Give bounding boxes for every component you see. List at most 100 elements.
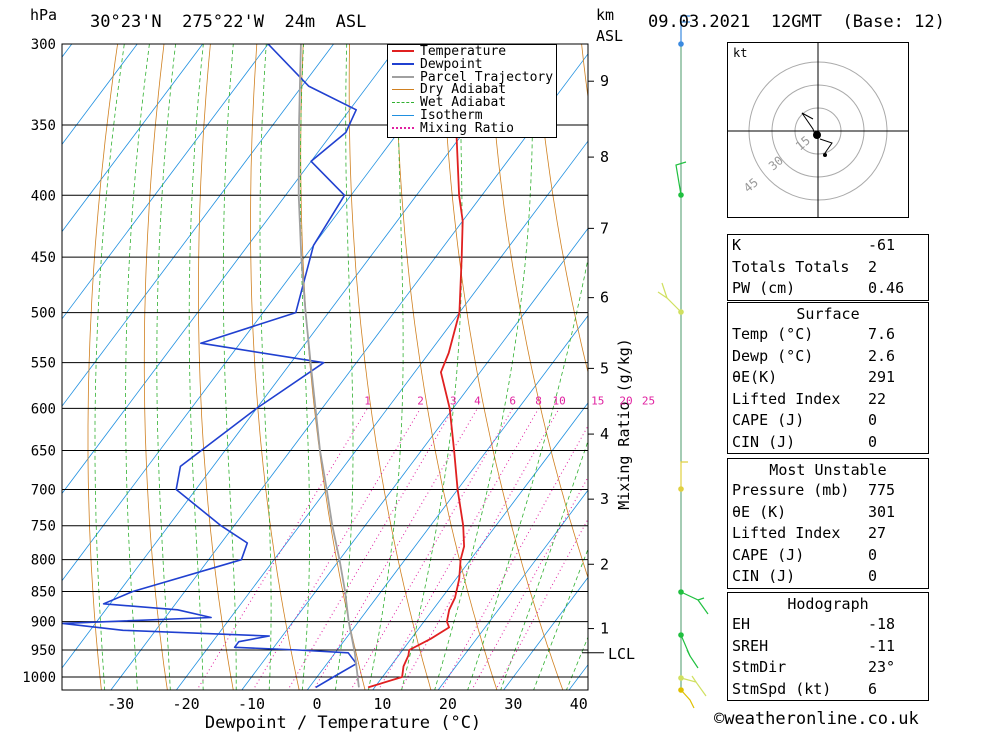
isotherm-line — [62, 44, 269, 320]
pressure-tick-label: 650 — [31, 444, 56, 460]
section-title: Hodograph — [787, 595, 869, 613]
table-row: StmDir 23° — [728, 657, 928, 679]
mixing-ratio-label: 1 — [364, 394, 371, 407]
isotherm-line — [372, 402, 588, 690]
mixing-ratio-axis-label: Mixing Ratio (g/kg) — [615, 338, 633, 510]
km-tick-label: 1 — [600, 620, 609, 638]
table-row: Lifted Index 22 — [728, 389, 928, 411]
row-value: -18 — [868, 615, 896, 633]
row-value: 0 — [868, 567, 878, 585]
copyright-label[interactable]: ©weatheronline.co.uk — [714, 709, 919, 729]
dry-adiabat-line — [250, 44, 300, 690]
table-row: StmSpd (kt) 6 — [728, 679, 928, 701]
pressure-tick-label: 750 — [31, 519, 56, 535]
wind-barb — [661, 282, 668, 299]
legend-label: Temperature — [420, 43, 507, 59]
table-row: θE(K) 291 — [728, 367, 928, 389]
isotherm-line — [503, 576, 588, 690]
isotherm-line — [62, 44, 465, 582]
km-tick-label: 5 — [600, 359, 609, 377]
row-value: 27 — [868, 524, 887, 542]
mixing-ratio-line — [287, 408, 454, 690]
wind-barb — [680, 15, 690, 44]
row-value: 23° — [868, 658, 896, 676]
temperature-tick-label: 20 — [439, 695, 457, 713]
legend-label: Mixing Ratio — [420, 120, 514, 136]
table-row: EH -18 — [728, 614, 928, 636]
isotherm-line — [110, 53, 588, 690]
row-label: CAPE (J) — [732, 411, 805, 429]
isotherm-line — [176, 140, 588, 690]
row-value: -11 — [868, 636, 896, 655]
temperature-tick-label: -30 — [107, 695, 134, 713]
hodograph-trace — [801, 112, 816, 136]
legend-label: Dewpoint — [420, 56, 483, 72]
pressure-tick-label: 900 — [31, 615, 56, 631]
row-value: 7.6 — [868, 325, 896, 343]
table-row: CAPE (J) 0 — [728, 545, 928, 567]
row-label: PW (cm) — [732, 279, 796, 297]
wet-adiabat-line — [259, 44, 272, 690]
table-row: Temp (°C) 7.6 — [728, 324, 928, 346]
row-label: Lifted Index — [732, 524, 841, 542]
wet-adiabat-line — [156, 44, 176, 690]
pressure-tick-label: 400 — [31, 188, 56, 204]
row-label: θE(K) — [732, 368, 778, 386]
km-tick-label: 7 — [600, 219, 609, 237]
pressure-tick-label: 850 — [31, 585, 56, 601]
hodograph-center-dot — [813, 131, 821, 139]
legend-item: Wet Adiabat — [388, 95, 556, 111]
legend-swatch — [392, 127, 414, 130]
legend-item: Isotherm — [388, 108, 556, 123]
isotherm-line — [62, 44, 138, 145]
isotherm-line — [0, 44, 6, 690]
row-value: 775 — [868, 481, 896, 499]
row-value: 2.6 — [868, 346, 896, 365]
wet-adiabat-line — [222, 44, 237, 690]
temperature-tick-label: -10 — [238, 695, 265, 713]
legend-item: Temperature — [388, 43, 556, 59]
parcel-trajectory-series-line — [297, 44, 360, 688]
temperature-tick-label: 0 — [312, 695, 321, 713]
table-row: Lifted Index 27 — [728, 523, 928, 545]
table-row: CIN (J) 0 — [728, 432, 928, 454]
legend-item: Parcel Trajectory — [388, 70, 556, 85]
legend-item: Dry Adiabat — [388, 82, 556, 97]
dry-adiabat-line — [143, 44, 168, 690]
hodograph-panel: kt 15 30 45 — [727, 42, 909, 218]
row-value: 0.46 — [868, 279, 905, 297]
legend-item: Mixing Ratio — [388, 120, 556, 136]
row-label: θE (K) — [732, 502, 787, 521]
temperature-tick-label: 40 — [570, 695, 588, 713]
dry-adiabat-line — [87, 44, 119, 690]
isotherm-line — [62, 44, 531, 669]
isotherm-line — [306, 314, 588, 690]
table-row: SREH -11 — [728, 636, 928, 658]
isotherm-line — [62, 44, 204, 233]
mixing-ratio-label: 8 — [535, 394, 542, 407]
most-unstable-table: Most Unstable Pressure (mb) 775 θE (K) 301… — [727, 458, 929, 589]
row-label: Totals Totals — [732, 257, 850, 276]
hodograph-unit: kt — [733, 46, 747, 60]
mixing-ratio-label: 15 — [591, 394, 604, 407]
isotherm-line — [62, 44, 334, 407]
wet-adiabat-line — [500, 439, 588, 690]
legend-swatch — [392, 50, 414, 53]
location-title: 30°23'N 275°22'W 24m ASL — [90, 12, 367, 32]
hodograph-ring-label: 30 — [766, 153, 786, 173]
mixing-ratio-label: 25 — [642, 394, 655, 407]
pressure-tick-label: 700 — [31, 482, 56, 498]
row-label: CAPE (J) — [732, 545, 805, 564]
km-tick-label: 3 — [600, 490, 609, 508]
row-value: 0 — [868, 411, 878, 429]
row-label: StmDir — [732, 658, 787, 676]
table-row: Dewp (°C) 2.6 — [728, 346, 928, 368]
legend-swatch — [392, 114, 414, 116]
km-tick-label: 9 — [600, 72, 609, 90]
hodograph-plot: kt 15 30 45 — [728, 43, 908, 217]
legend-label: Wet Adiabat — [420, 95, 507, 111]
legend-item: Dewpoint — [388, 56, 556, 72]
wet-adiabat-line — [299, 44, 311, 690]
temperature-tick-label: -20 — [173, 695, 200, 713]
wet-adiabat-line — [368, 44, 404, 690]
